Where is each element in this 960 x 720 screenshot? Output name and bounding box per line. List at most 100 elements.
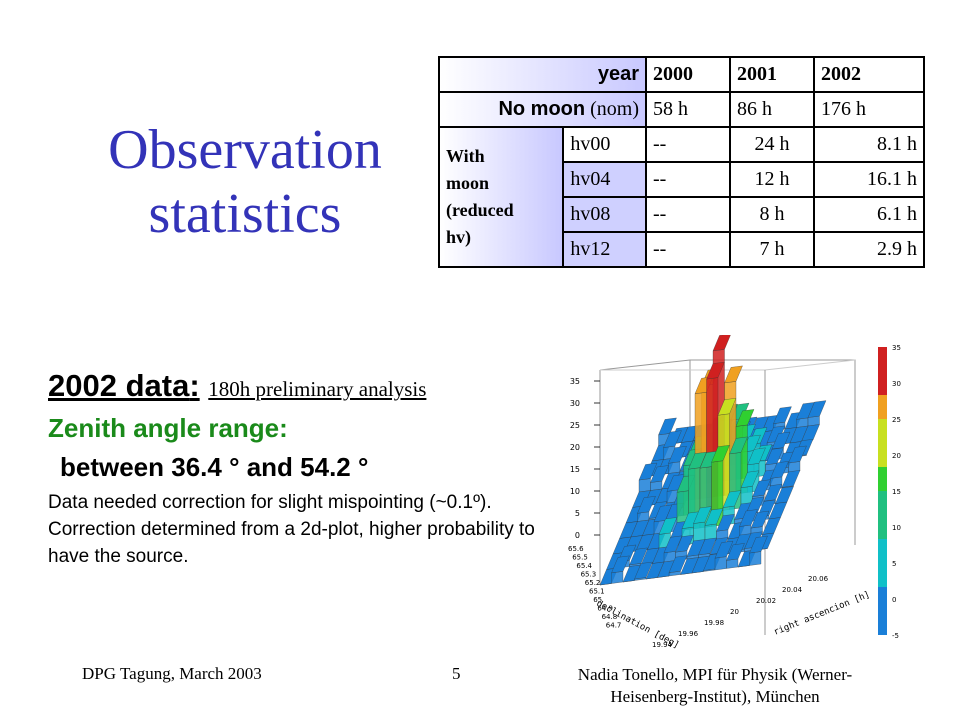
colorbar-tick-label: 0 [892,596,896,604]
ra-axis-label: right ascencion [h] [772,590,871,638]
colorbar-tick-label: 30 [892,380,901,388]
ra-tick-label: 20.06 [808,575,829,583]
lego-bar-top [717,398,737,416]
lego-bar-top [766,425,786,444]
lego-bar-top [629,547,648,566]
declination-tick-label: 65.1 [589,588,605,596]
lego-plot: 0 5 10 15 20 25 30 35 35 30 25 20 15 10 5 0 -5 65.665.5… [568,335,901,651]
lego-bar-top [740,470,760,488]
colorbar-segment [878,575,887,587]
lego-bar-top [688,451,707,470]
colorbar-segment [878,611,887,623]
lego-bar-top [668,446,687,464]
declination-tick-label: 65.6 [568,545,584,553]
colorbar-segment [878,455,887,467]
table-row-hv00: With moon (reduced hv) hv00 -- 24 h 8.1 … [437,126,925,268]
data-heading-small: 180h preliminary analysis [208,377,427,401]
zenith-label: Zenith angle range: [48,413,288,443]
header-year-label: year [438,56,647,93]
lego-bar-top [750,510,770,529]
z-tick-label: 30 [570,399,580,408]
data-heading: 2002 data: 180h preliminary analysis [48,366,548,409]
with-moon-label: With moon (reduced hv) [437,126,565,268]
lego-bar-top [747,447,766,466]
with-moon-line-2: moon [446,173,490,193]
colorbar-segment [878,599,887,611]
hv00-2000: -- [645,126,731,163]
header-year-2000: 2000 [645,56,731,93]
hv-label: hv00 [562,126,647,163]
z-tick-label: 5 [575,509,580,518]
title-line-2: statistics [148,183,342,245]
lego-bar-front [638,478,651,493]
data-heading-colon: : [189,368,200,403]
colorbar-segment [878,443,887,455]
colorbar-segment [878,419,887,431]
lego-bar-front [749,551,762,566]
declination-tick-label: 64.9 [597,605,613,613]
lego-bar-top [714,540,734,559]
hv08-2001: 8 h [729,196,815,233]
lego-bar-front [726,558,739,569]
footer-author: Nadia Tonello, MPI für Physik (Werner- H… [560,664,870,708]
ra-tick-label: 19.94 [652,641,673,649]
hv-label: hv08 [562,196,647,233]
lego-bar-top [770,461,789,479]
lego-bar-top [773,406,792,424]
lego-bar-top [729,436,748,455]
colorbar-tick-label: 35 [892,344,901,352]
no-moon-2002: 176 h [813,91,925,128]
correction-note: Data needed correction for slight mispoi… [48,492,535,567]
colorbar-segment [878,395,887,407]
lego-bar-top [634,561,653,580]
lego-bar-front [807,415,820,427]
declination-tick-label: 65.5 [572,554,588,562]
lego-bar-top [716,514,735,532]
colorbar-segment [878,527,887,539]
lego-bar-top [807,400,827,418]
lego-bars [599,335,827,586]
colorbar-tick-label: -5 [892,632,899,640]
lego-bar-front [714,556,727,571]
table-header-row: year 2000 2001 2002 [438,56,925,93]
lego-bar-front [637,511,650,522]
footer-author-line-2: Heisenberg-Institut), München [610,687,820,706]
colorbar-ticks: 35 30 25 20 15 10 5 0 -5 [892,344,901,640]
lego-bar-top [638,462,658,481]
colorbar-segment [878,563,887,575]
slide-title: Observation statistics [60,118,430,246]
table-row-hv08: hv08 -- 8 h 6.1 h [439,196,925,233]
lego-bar-front [663,551,676,563]
lego-bar-front [668,461,681,474]
z-tick-label: 10 [570,487,580,496]
lego-bar-top [726,543,745,561]
lego-bar-top [693,506,712,524]
hv08-2002: 6.1 h [813,196,925,233]
colorbar-segment [878,383,887,395]
hv-label: hv04 [562,161,647,198]
lego-bar-top [663,535,683,554]
lego-bar-top [698,537,717,556]
hv12-2002: 2.9 h [813,231,925,268]
no-moon-label: No moon (nom) [438,91,647,128]
colorbar-segment [878,623,887,635]
hv04-2001: 12 h [729,161,815,198]
hv08-2000: -- [645,196,731,233]
header-year-2002: 2002 [813,56,925,93]
lego-bar-top [658,417,677,436]
header-year-2001: 2001 [729,56,815,93]
hv04-2000: -- [645,161,731,198]
declination-tick-label: 65.4 [576,562,592,570]
z-tick-label: 35 [570,377,580,386]
no-moon-bold: No moon [498,98,586,120]
hv12-2000: -- [645,231,731,268]
ra-ticks: 19.94 19.96 19.98 20 20.02 20.04 20.06 [652,575,829,649]
analysis-text: 2002 data: 180h preliminary analysis Zen… [48,366,548,570]
hv12-2001: 7 h [729,231,815,268]
colorbar-segment [878,551,887,563]
table-row-hv04: hv04 -- 12 h 16.1 h [439,161,925,198]
lego-bar-top [735,409,755,427]
lego-bar-top [637,496,656,514]
colorbar-segment [878,515,887,527]
